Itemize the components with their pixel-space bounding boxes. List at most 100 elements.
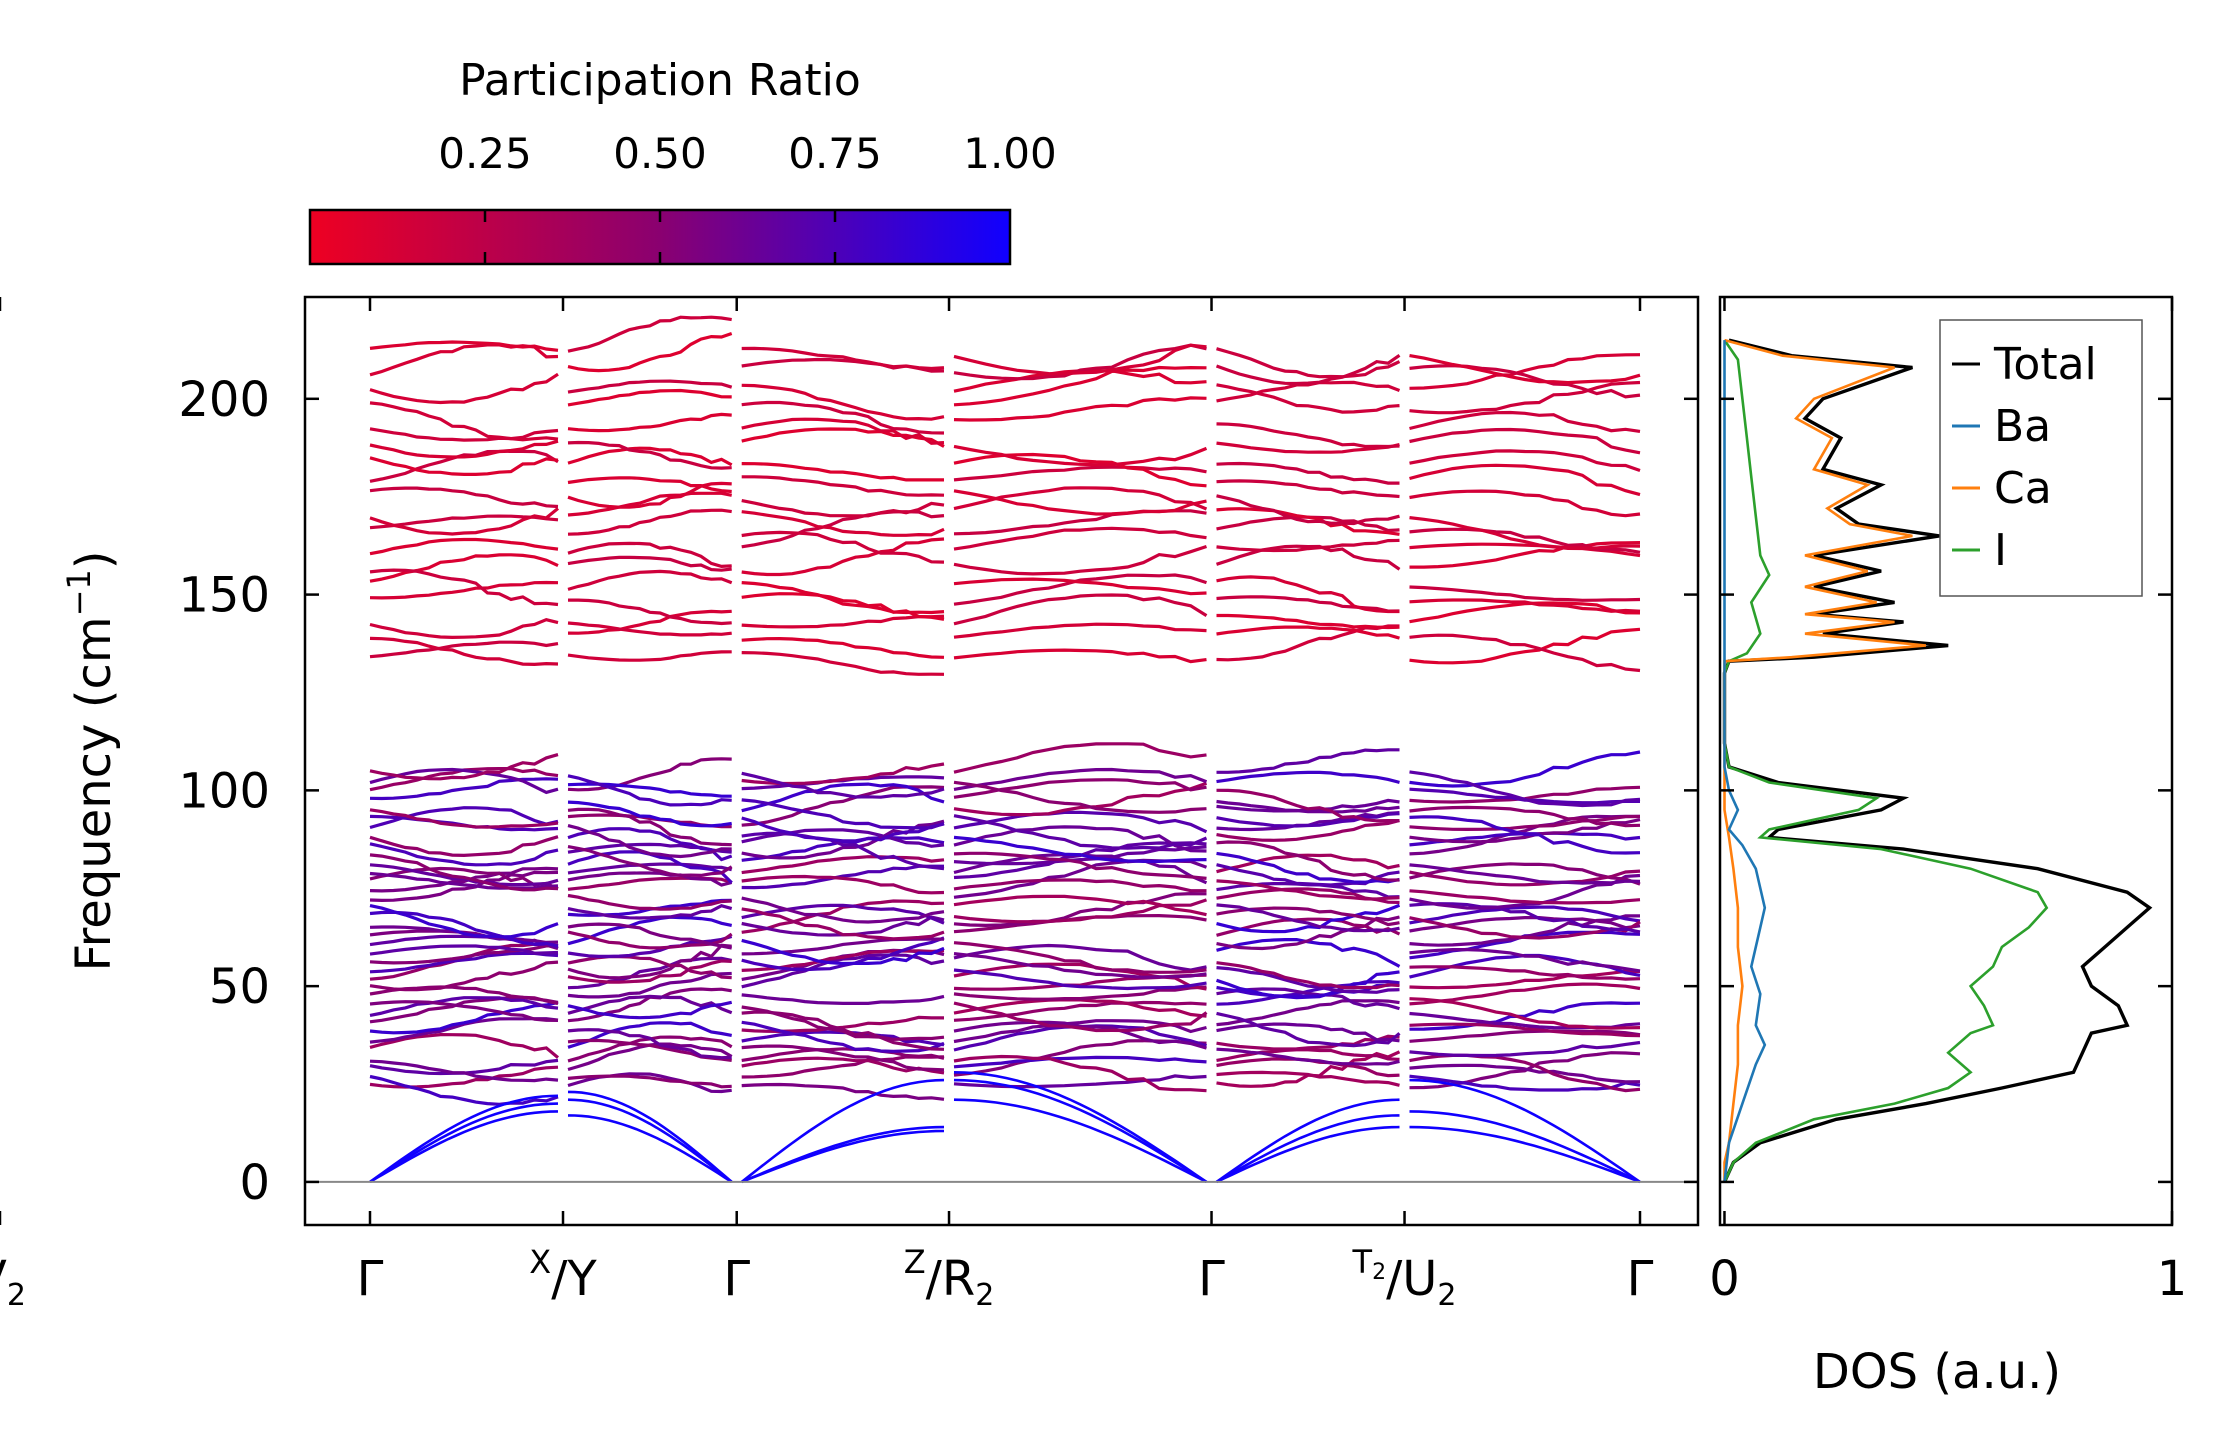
optical-band [1409, 889, 1641, 905]
optical-band [369, 401, 559, 442]
optical-band [567, 807, 732, 847]
optical-band [567, 862, 733, 875]
optical-band [369, 507, 560, 536]
frequency-tick-label: 50 [209, 959, 270, 1015]
optical-band [567, 994, 733, 1015]
optical-band [741, 1005, 945, 1042]
optical-band [1409, 862, 1641, 886]
dos-tick-label: 0 [1709, 1251, 1740, 1307]
optical-band [1409, 598, 1641, 613]
optical-band [1409, 1074, 1641, 1092]
optical-band [369, 835, 559, 858]
optical-band [953, 544, 1208, 576]
colorbar-title: Participation Ratio [459, 55, 861, 106]
acoustic-branch [1409, 1078, 1641, 1183]
dos-series-ca [1723, 338, 1927, 1182]
optical-band [1216, 538, 1400, 553]
acoustic-branch [1409, 1125, 1641, 1184]
optical-band [741, 953, 945, 989]
dos-tick-label: 1 [2157, 1251, 2188, 1307]
optical-band [1409, 1022, 1641, 1038]
optical-band [1216, 1070, 1400, 1087]
optical-band [369, 777, 559, 801]
optical-band [953, 851, 1207, 880]
optical-band [567, 800, 732, 828]
optical-band [1409, 997, 1641, 1030]
optical-band [567, 954, 732, 980]
optical-band [1409, 863, 1641, 885]
optical-band [567, 569, 733, 591]
acoustic-branch [369, 1102, 559, 1183]
optical-band [369, 1065, 559, 1089]
frequency-axis-label: Frequency (cm−1) [60, 550, 122, 971]
colorbar-tick-label: 0.50 [613, 129, 707, 178]
dos-series-ba [1723, 340, 1767, 1183]
optical-band [1216, 799, 1400, 814]
optical-band [741, 462, 944, 482]
optical-band [953, 489, 1207, 516]
legend-label: I [1994, 525, 2007, 576]
optical-band [369, 996, 559, 1017]
optical-band [1409, 969, 1641, 990]
optical-band [369, 427, 559, 442]
acoustic-branch [1409, 1110, 1641, 1184]
optical-band [369, 767, 559, 795]
optical-band [567, 379, 733, 394]
optical-band [953, 1054, 1207, 1093]
optical-band [1216, 383, 1400, 414]
optical-band [369, 944, 559, 956]
colorbar-tick-label: 0.75 [788, 129, 882, 178]
optical-band [1216, 1011, 1401, 1048]
optical-band [953, 1000, 1207, 1022]
optical-band [953, 767, 1208, 791]
optical-band [953, 365, 1207, 407]
optical-band [1409, 1051, 1641, 1090]
optical-band [369, 903, 559, 939]
optical-band [1409, 380, 1641, 415]
optical-band [1216, 915, 1400, 951]
dos-series-i [1723, 339, 2049, 1183]
optical-band [953, 894, 1207, 917]
optical-band [1216, 961, 1400, 990]
optical-band [1409, 1029, 1641, 1043]
optical-band [567, 757, 732, 792]
optical-band [369, 870, 559, 903]
acoustic-branch [741, 1129, 945, 1184]
optical-band [1409, 750, 1641, 788]
optical-band [953, 780, 1207, 814]
optical-band [1216, 479, 1400, 499]
optical-band [1409, 353, 1641, 390]
optical-band [369, 449, 559, 483]
kpath-label-sup: X [529, 1243, 551, 1281]
optical-band [1409, 633, 1641, 673]
dos-axes-frame [1718, 295, 2174, 1227]
optical-band [953, 343, 1207, 376]
kpath-label-sub: 2 [7, 1278, 26, 1313]
optical-band [369, 866, 559, 893]
dos-curves [1722, 338, 2153, 1183]
acoustic-branch [953, 1071, 1208, 1183]
optical-band [1409, 410, 1641, 433]
ylabel-main: Frequency (cm [66, 616, 122, 971]
optical-band [567, 650, 732, 662]
optical-band [1409, 1040, 1641, 1058]
optical-band [567, 446, 733, 467]
optical-band [568, 598, 732, 626]
colorbar-tick-label: 0.25 [438, 129, 532, 178]
optical-band [369, 1000, 559, 1022]
optical-band [741, 816, 945, 843]
optical-band [567, 388, 732, 407]
optical-band [741, 1056, 945, 1075]
optical-band [567, 609, 732, 635]
optical-band [1216, 788, 1400, 823]
optical-band [741, 855, 945, 875]
optical-band [1409, 814, 1640, 856]
optical-band [567, 845, 733, 878]
optical-band [741, 346, 945, 371]
optical-band [567, 824, 732, 859]
optical-band [567, 971, 732, 999]
optical-band [1216, 507, 1400, 536]
optical-band [369, 871, 559, 890]
